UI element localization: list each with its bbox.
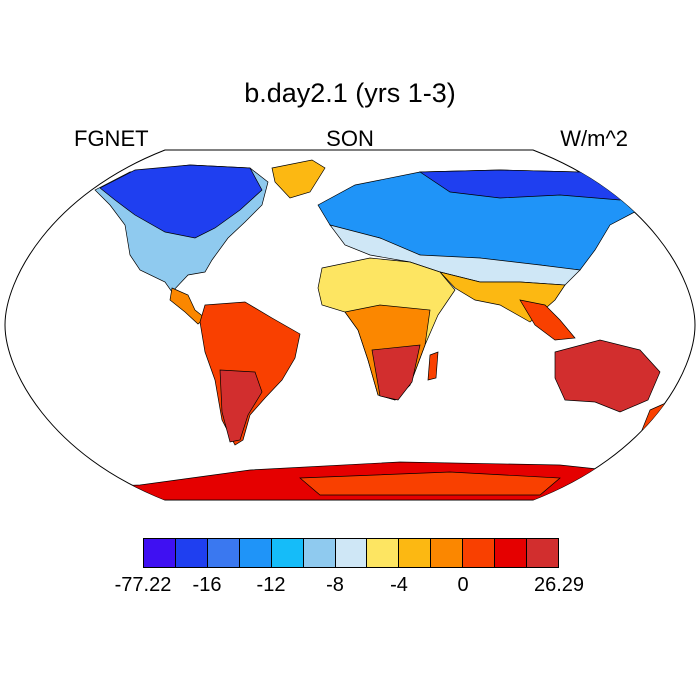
madagascar [427,351,439,381]
colorbar-box [463,539,496,567]
colorbar-box [335,539,368,567]
colorbar-box [271,539,304,567]
antarctica-inner [299,471,561,496]
colorbar-box [303,539,336,567]
colorbar-box [175,539,208,567]
colorbar-label: 0 [457,574,469,596]
colorbar-box [239,539,272,567]
plot-title: b.day2.1 (yrs 1-3) [244,78,456,108]
colorbar-box [495,539,528,567]
southeast-asia [519,299,576,341]
colorbar-label: -16 [192,574,222,596]
eurasia-north [418,169,641,201]
north-america-north [99,164,263,239]
colorbar-box [367,539,400,567]
colorbar-box [144,539,176,567]
units-label: W/m^2 [560,126,628,151]
south-america-south [219,369,263,443]
colorbar-box [399,539,432,567]
season-label: SON [326,126,374,151]
colorbar-label: -8 [326,574,344,596]
variable-label: FGNET [74,126,149,151]
colorbar-label: 26.29 [533,574,585,596]
colorbar-box [207,539,240,567]
colorbar-label: -77.22 [114,574,172,596]
australia [554,339,661,413]
colorbar [143,538,559,568]
colorbar-label: -4 [390,574,408,596]
africa-south [371,344,421,401]
greenland [271,159,326,199]
colorbar-label: -12 [256,574,286,596]
colorbar-box [527,539,558,567]
colorbar-box [431,539,464,567]
